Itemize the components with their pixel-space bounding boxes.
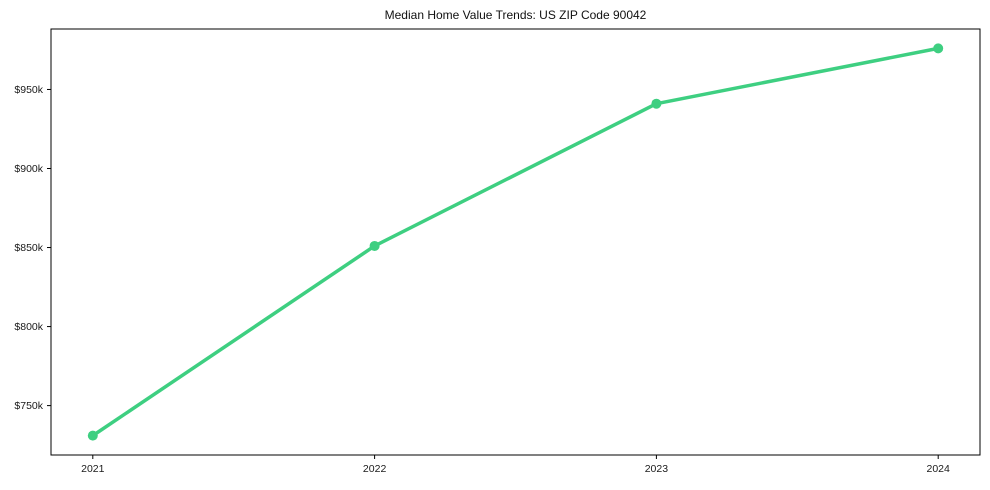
y-tick-label: $950k [14,84,43,96]
y-tick-label: $850k [14,242,43,254]
x-tick-label: 2024 [927,463,951,475]
y-tick-label: $900k [14,163,43,175]
chart-title: Median Home Value Trends: US ZIP Code 90… [384,8,647,22]
y-tick-label: $800k [14,321,43,333]
data-point [369,240,380,251]
x-tick-label: 2022 [363,463,387,475]
data-point [87,430,98,441]
x-tick-label: 2023 [645,463,669,475]
trend-line [91,46,940,438]
data-point [933,43,944,54]
plot-border [50,28,981,456]
data-point [651,98,662,109]
y-tick-label: $750k [14,400,43,412]
x-tick-label: 2021 [81,463,105,475]
